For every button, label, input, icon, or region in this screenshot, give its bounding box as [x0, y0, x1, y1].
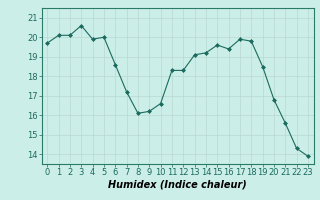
X-axis label: Humidex (Indice chaleur): Humidex (Indice chaleur) [108, 180, 247, 190]
